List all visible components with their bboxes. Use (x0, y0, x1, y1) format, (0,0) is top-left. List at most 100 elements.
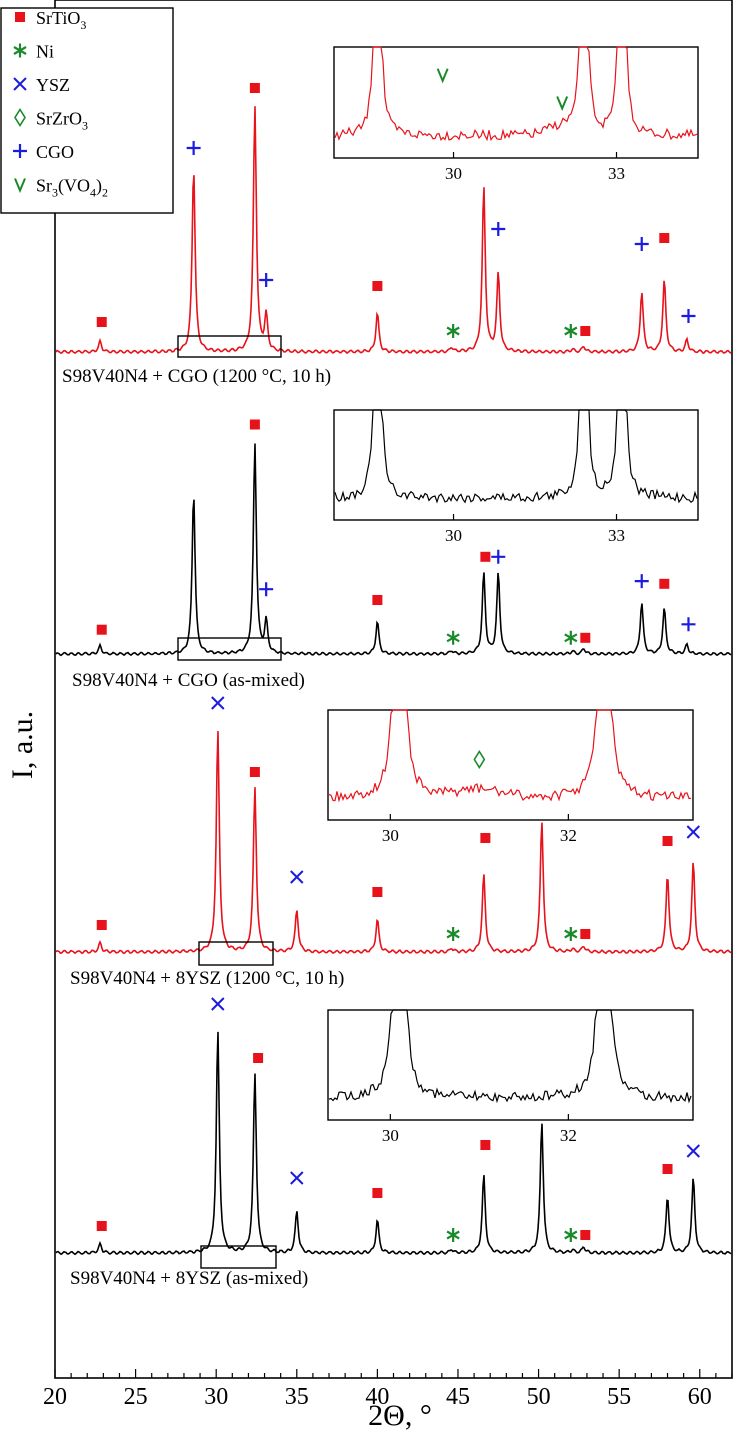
legend-marker-x (13, 77, 27, 91)
x-tick-label: 50 (527, 1384, 551, 1410)
peak-marker-x (290, 1171, 304, 1185)
x-tick-label: 60 (688, 1384, 712, 1410)
legend-marker-square (15, 12, 25, 22)
inset-marker-v (436, 68, 449, 84)
inset-tick-label: 30 (445, 526, 462, 545)
inset-tick-label: 33 (608, 164, 625, 183)
x-tick-label: 30 (204, 1384, 228, 1410)
y-axis-label: I, a.u. (6, 711, 39, 779)
legend-label: Ni (36, 42, 54, 62)
pattern-line (55, 443, 732, 657)
peak-marker-asterisk (564, 630, 578, 645)
zoom-inset: 30 33 (333, 409, 699, 545)
peak-marker-square (480, 551, 491, 562)
inset-tick-label: 32 (560, 826, 577, 845)
peak-marker-asterisk (446, 1228, 460, 1242)
legend-box (0, 7, 174, 214)
peak-marker-plus (186, 141, 201, 155)
peak-marker-asterisk (446, 927, 460, 941)
x-tick-label: 55 (607, 1384, 631, 1410)
inset-frame (327, 1009, 694, 1121)
legend-label: YSZ (36, 75, 70, 95)
peak-marker-square (662, 836, 673, 846)
x-axis: 20 25 30 35 40 45 50 55 60 (43, 1369, 733, 1410)
legend-marker-diamond (14, 107, 26, 128)
peak-marker-square (249, 767, 260, 777)
inset-tick-label: 32 (560, 1126, 577, 1145)
inset-line (334, 46, 698, 142)
peak-marker-square (580, 1230, 591, 1240)
peak-marker-square (96, 317, 107, 327)
zoom-inset: 30 32 (327, 709, 694, 845)
peak-marker-plus (491, 549, 506, 564)
peak-marker-x (211, 997, 225, 1011)
peak-marker-square (96, 920, 107, 930)
inset-tick-label: 33 (608, 526, 625, 545)
x-tick-label: 25 (124, 1384, 148, 1410)
legend-label: SrZrO3 (36, 109, 88, 133)
pattern-line (55, 106, 732, 355)
peak-marker-plus (259, 582, 274, 597)
legend-marker-plus (13, 144, 27, 158)
peak-marker-square (372, 281, 383, 291)
zoom-inset: 30 33 (333, 46, 699, 183)
inset-frame (333, 409, 699, 521)
inset-line (328, 1009, 692, 1104)
legend-entry: YSZ (13, 75, 70, 95)
legend-entry: Sr3(VO4)2 (14, 176, 108, 200)
inset-frame (333, 46, 699, 159)
zoom-region-box (200, 1245, 277, 1269)
pattern-line (55, 730, 732, 955)
zoom-inset: 30 32 (327, 1009, 694, 1145)
inset-line (328, 709, 692, 803)
x-tick-label: 45 (446, 1384, 470, 1410)
x-axis-label: 2Θ, ° (368, 1399, 432, 1432)
legend-entry: Ni (13, 42, 54, 62)
peak-marker-x (686, 825, 701, 839)
peak-marker-plus (681, 617, 696, 632)
peak-marker-square (580, 632, 591, 643)
peak-marker-square (480, 1140, 491, 1150)
peak-marker-square (253, 1053, 264, 1063)
legend-marker-v (14, 178, 26, 194)
peak-marker-asterisk (446, 630, 460, 645)
peak-marker-square (580, 326, 591, 336)
pattern-1: S98V40N4 + CGO (1200 °C, 10 h) 30 33 (55, 46, 732, 387)
pattern-label: S98V40N4 + 8YSZ (as-mixed) (70, 1268, 308, 1289)
pattern-line (55, 1031, 732, 1256)
legend-label: SrTiO3 (36, 8, 86, 32)
peak-marker-x (686, 1144, 701, 1158)
x-tick-label: 20 (43, 1384, 67, 1410)
peak-marker-square (249, 83, 260, 93)
peak-marker-plus (634, 237, 649, 251)
pattern-3: S98V40N4 + 8YSZ (1200 °C, 10 h) 30 32 (55, 696, 732, 989)
peak-marker-square (662, 1164, 673, 1174)
peak-marker-square (659, 578, 670, 589)
peak-marker-square (372, 887, 383, 897)
peak-marker-asterisk (564, 927, 578, 941)
peak-marker-plus (681, 309, 696, 323)
inset-line (334, 409, 698, 504)
peak-marker-square (580, 929, 591, 939)
inset-tick-label: 30 (445, 164, 462, 183)
peak-marker-asterisk (446, 324, 460, 338)
inset-frame (327, 709, 694, 821)
legend: SrTiO3 Ni YSZ SrZrO3 CGO Sr3(VO4)2 (0, 7, 174, 214)
peak-marker-square (372, 1188, 383, 1198)
inset-tick-label: 30 (382, 826, 399, 845)
x-tick-label: 35 (285, 1384, 309, 1410)
inset-marker-v (556, 96, 569, 112)
peak-marker-plus (259, 273, 274, 287)
inset-marker-diamond (473, 749, 486, 770)
peak-marker-x (211, 696, 225, 710)
pattern-label: S98V40N4 + CGO (1200 °C, 10 h) (62, 366, 331, 387)
pattern-4: S98V40N4 + 8YSZ (as-mixed) 30 32 (55, 997, 732, 1289)
x-tick-label: 40 (365, 1384, 389, 1410)
zoom-region-box (177, 637, 282, 661)
peak-marker-square (96, 1221, 107, 1231)
peak-marker-square (249, 419, 260, 430)
peak-marker-x (290, 870, 304, 884)
legend-label: CGO (36, 142, 74, 162)
peak-marker-square (372, 595, 383, 605)
